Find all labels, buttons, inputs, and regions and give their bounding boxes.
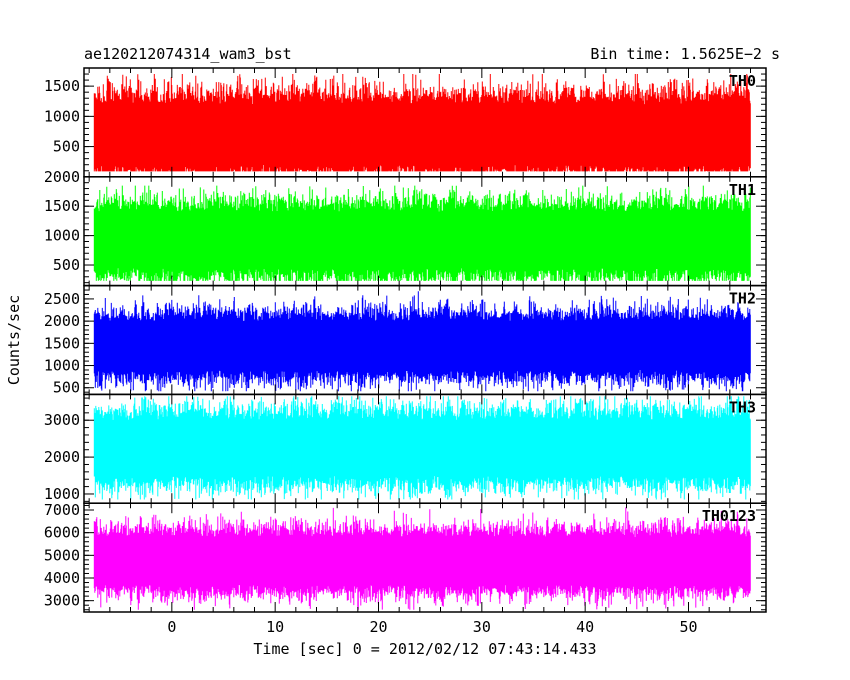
- x-tick-label: 30: [473, 618, 491, 636]
- y-tick-label: 2000: [44, 312, 80, 330]
- y-tick-label: 4000: [44, 569, 80, 587]
- x-tick-label: 20: [369, 618, 387, 636]
- y-tick-label: 500: [53, 138, 80, 156]
- y-tick-label: 6000: [44, 524, 80, 542]
- y-tick-label: 1500: [44, 77, 80, 95]
- panel-th3: 1000 2000 3000 TH3: [44, 393, 767, 504]
- y-tick-label: 2000: [44, 448, 80, 466]
- y-tick-label: 1500: [44, 197, 80, 215]
- panel-label: TH0: [729, 72, 756, 90]
- y-tick-label: 1000: [44, 107, 80, 125]
- y-tick-label: 5000: [44, 546, 80, 564]
- series-band-th2: [94, 321, 751, 370]
- y-tick-label: 1500: [44, 334, 80, 352]
- x-axis-label: Time [sec] 0 = 2012/02/12 07:43:14.433: [253, 640, 596, 658]
- panel-label: TH2: [729, 290, 756, 308]
- series-band-th0: [94, 104, 751, 165]
- panel-frame: [83, 502, 767, 613]
- y-axis-label: Counts/sec: [5, 295, 23, 385]
- y-tick-label: 2500: [44, 290, 80, 308]
- series-band-th0123: [94, 537, 751, 585]
- chart-title-left: ae120212074314_wam3_bst: [84, 45, 292, 63]
- y-tick-label: 3000: [44, 592, 80, 610]
- y-tick-label: 1000: [44, 485, 80, 503]
- panel-th1: 500 1000 1500 2000 TH1: [44, 168, 767, 287]
- panel-th0123: 3000 4000 5000 6000 7000 TH0123: [44, 501, 767, 613]
- y-tick-label: 2000: [44, 168, 80, 186]
- x-tick-label: 0: [167, 618, 176, 636]
- y-tick-label: 7000: [44, 501, 80, 519]
- chart-title-right: Bin time: 1.5625E−2 s: [590, 45, 780, 63]
- x-tick-label: 10: [266, 618, 284, 636]
- x-tick-label: 50: [679, 618, 697, 636]
- y-tick-label: 1000: [44, 357, 80, 375]
- y-tick-label: 500: [53, 256, 80, 274]
- y-tick-label: 500: [53, 379, 80, 397]
- panel-label: TH0123: [702, 507, 756, 525]
- y-tick-label: 1000: [44, 227, 80, 245]
- panel-label: TH3: [729, 398, 756, 416]
- series-band-th1: [94, 212, 751, 268]
- panel-th2: 500 1000 1500 2000 2500 TH2: [44, 284, 767, 397]
- x-tick-label: 40: [576, 618, 594, 636]
- y-tick-label: 3000: [44, 411, 80, 429]
- panel-label: TH1: [729, 181, 756, 199]
- panel-th0: 500 1000 1500 TH0: [44, 67, 767, 178]
- series-band-th3: [94, 420, 751, 476]
